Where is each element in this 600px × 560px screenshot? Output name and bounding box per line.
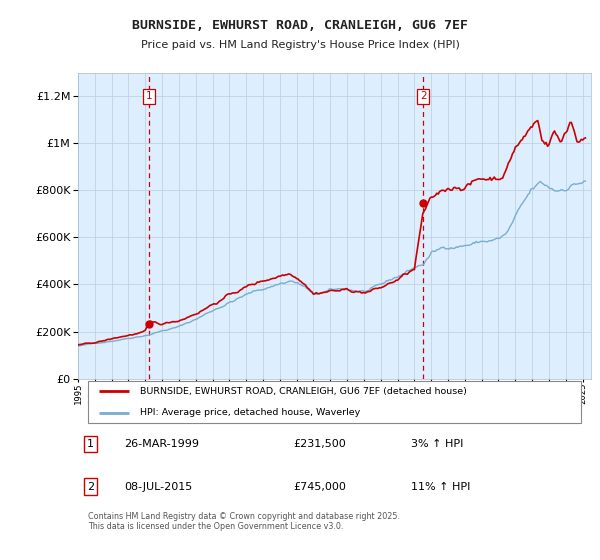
Text: Price paid vs. HM Land Registry's House Price Index (HPI): Price paid vs. HM Land Registry's House … (140, 40, 460, 50)
Text: 3% ↑ HPI: 3% ↑ HPI (412, 439, 464, 449)
Text: 1: 1 (88, 439, 94, 449)
Text: Contains HM Land Registry data © Crown copyright and database right 2025.
This d: Contains HM Land Registry data © Crown c… (88, 512, 400, 531)
Text: BURNSIDE, EWHURST ROAD, CRANLEIGH, GU6 7EF: BURNSIDE, EWHURST ROAD, CRANLEIGH, GU6 7… (132, 20, 468, 32)
Text: 2: 2 (420, 91, 427, 101)
Text: 08-JUL-2015: 08-JUL-2015 (124, 482, 193, 492)
Text: BURNSIDE, EWHURST ROAD, CRANLEIGH, GU6 7EF (detached house): BURNSIDE, EWHURST ROAD, CRANLEIGH, GU6 7… (140, 387, 466, 396)
Text: 26-MAR-1999: 26-MAR-1999 (124, 439, 199, 449)
FancyBboxPatch shape (88, 381, 581, 423)
Text: 2: 2 (87, 482, 94, 492)
Text: 11% ↑ HPI: 11% ↑ HPI (412, 482, 471, 492)
Text: 1: 1 (146, 91, 152, 101)
Text: £231,500: £231,500 (293, 439, 346, 449)
Text: £745,000: £745,000 (293, 482, 346, 492)
Text: HPI: Average price, detached house, Waverley: HPI: Average price, detached house, Wave… (140, 408, 360, 417)
